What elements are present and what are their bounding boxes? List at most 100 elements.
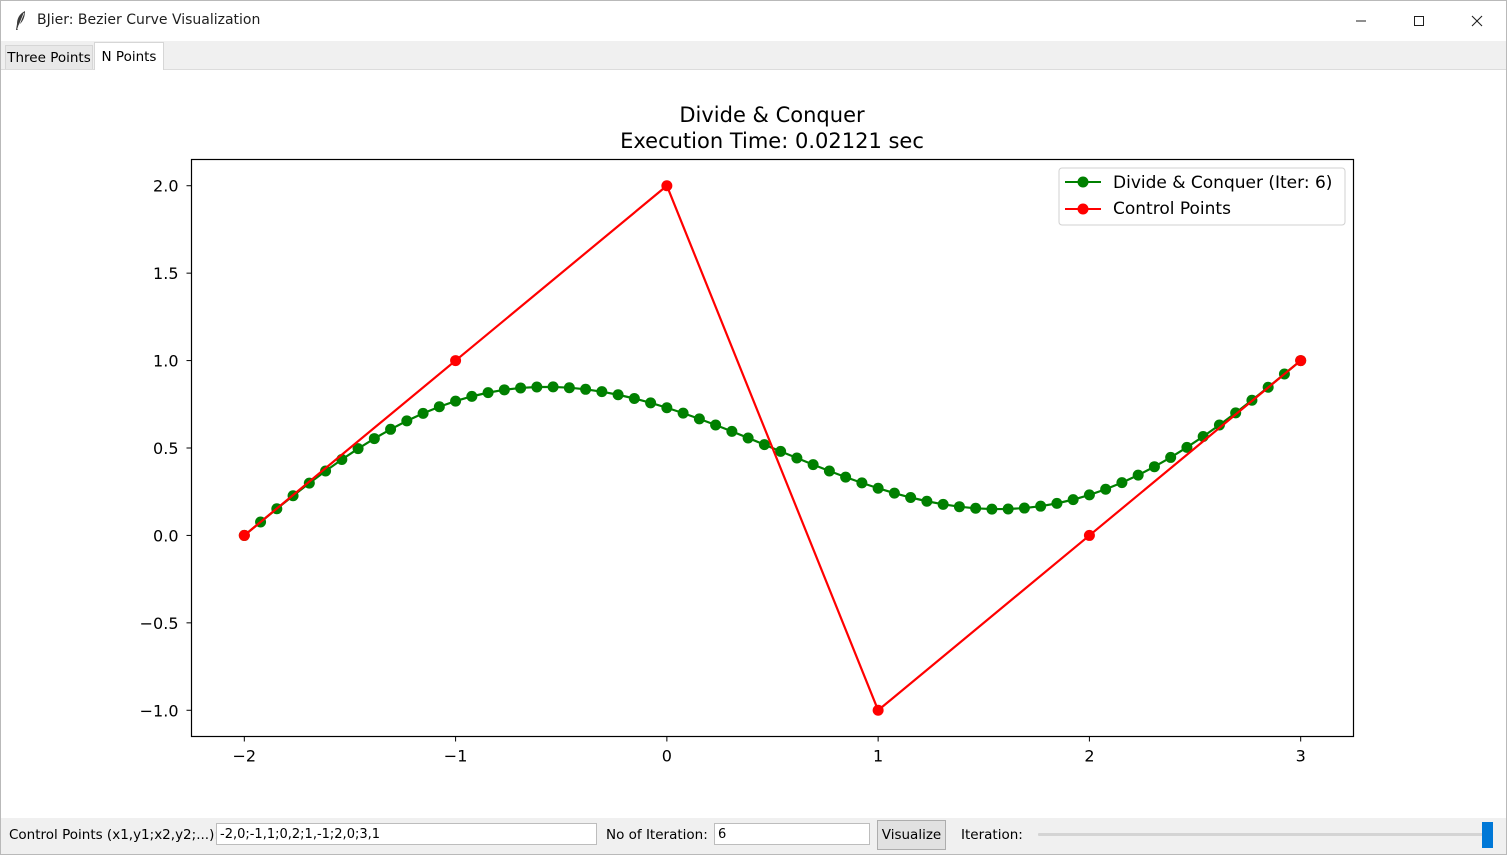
curve-point xyxy=(320,465,332,477)
curve-point xyxy=(693,413,705,425)
curve-point xyxy=(970,502,982,514)
legend-control-marker xyxy=(1077,203,1089,215)
curve-point xyxy=(466,390,478,402)
x-axis: −2 −1 0 1 2 3 xyxy=(233,736,1306,766)
curve-point xyxy=(563,382,575,394)
curve-point xyxy=(1018,502,1030,514)
control-point-marker xyxy=(450,355,462,367)
x-tick-label: −2 xyxy=(233,747,257,766)
curve-point xyxy=(498,384,510,396)
maximize-icon xyxy=(1414,16,1424,26)
curve-point xyxy=(385,423,397,435)
curve-point xyxy=(742,432,754,444)
y-tick-label: 1.5 xyxy=(153,264,178,283)
curve-point xyxy=(1213,419,1225,431)
minimize-icon xyxy=(1356,20,1366,22)
iterations-label: No of Iteration: xyxy=(606,827,708,843)
y-tick-label: 0.0 xyxy=(153,526,178,545)
x-tick-label: 0 xyxy=(662,747,672,766)
legend-curve-label: Divide & Conquer (Iter: 6) xyxy=(1113,173,1332,193)
curve-point xyxy=(531,381,543,393)
curve-point xyxy=(677,407,689,419)
curve-point xyxy=(596,386,608,398)
curve-point xyxy=(401,415,413,427)
curve-point xyxy=(888,487,900,499)
window-title: BJier: Bezier Curve Visualization xyxy=(37,12,261,28)
control-point-marker xyxy=(661,180,673,192)
iteration-slider-label: Iteration: xyxy=(961,827,1023,843)
curve-point xyxy=(937,498,949,510)
visualize-button[interactable]: Visualize xyxy=(877,820,946,850)
iteration-slider-track[interactable] xyxy=(1038,833,1483,836)
curve-point xyxy=(840,471,852,483)
y-tick-label: 0.5 xyxy=(153,439,178,458)
curve-point xyxy=(515,382,527,394)
curve-point xyxy=(368,433,380,445)
curve-point xyxy=(775,445,787,457)
iterations-input[interactable] xyxy=(714,823,870,845)
curve-point xyxy=(433,401,445,413)
curve-point xyxy=(1083,489,1095,501)
chart-title: Divide & Conquer xyxy=(679,103,865,127)
curve-point xyxy=(921,495,933,507)
curve-point xyxy=(807,459,819,471)
legend-box xyxy=(1058,167,1346,226)
y-tick-label: 1.0 xyxy=(153,352,178,371)
control-point-marker xyxy=(1083,529,1095,541)
legend-curve-marker xyxy=(1077,176,1089,188)
x-tick-label: 1 xyxy=(873,747,883,766)
maximize-button[interactable] xyxy=(1390,1,1448,41)
curve-point xyxy=(547,381,559,393)
x-tick-label: −1 xyxy=(444,747,468,766)
legend: Divide & Conquer (Iter: 6) Control Point… xyxy=(1058,167,1346,226)
curve-point xyxy=(905,492,917,504)
curve-point xyxy=(645,397,657,409)
curve-point xyxy=(953,501,965,513)
control-points-label: Control Points (x1,y1;x2,y2;...): xyxy=(9,827,219,843)
curve-point xyxy=(1116,477,1128,489)
curve-point xyxy=(1148,461,1160,473)
chart-subtitle: Execution Time: 0.02121 sec xyxy=(620,129,924,153)
curve-point xyxy=(1132,469,1144,481)
control-polygon-line xyxy=(243,183,1302,713)
tab-n-points[interactable]: N Points xyxy=(94,42,164,70)
control-point-marker xyxy=(1295,355,1307,367)
curve-point xyxy=(986,503,998,515)
y-tick-label: −1.0 xyxy=(140,701,179,720)
curve-point xyxy=(661,402,673,414)
control-point-marker xyxy=(238,529,250,541)
curve-point xyxy=(791,452,803,464)
curve-point xyxy=(352,443,364,455)
bezier-chart: Divide & Conquer Execution Time: 0.02121… xyxy=(140,103,1355,766)
control-points-input[interactable] xyxy=(216,823,597,845)
tab-bar: Three Points N Points xyxy=(1,41,1506,70)
curve-point xyxy=(1181,441,1193,453)
plot-area: Divide & Conquer Execution Time: 0.02121… xyxy=(1,70,1506,818)
curve-point xyxy=(1051,497,1063,509)
feather-icon xyxy=(16,11,25,30)
title-bar: BJier: Bezier Curve Visualization xyxy=(1,1,1506,41)
curve-point xyxy=(628,392,640,404)
control-bar: Control Points (x1,y1;x2,y2;...): No of … xyxy=(1,818,1506,854)
close-icon xyxy=(1471,15,1483,27)
y-tick-label: 2.0 xyxy=(153,177,178,196)
curve-point xyxy=(1002,503,1014,515)
curve-point xyxy=(482,387,494,399)
control-points-series xyxy=(238,180,1307,716)
close-button[interactable] xyxy=(1448,1,1506,41)
curve-point xyxy=(872,482,884,494)
curve-point xyxy=(1035,500,1047,512)
minimize-button[interactable] xyxy=(1332,1,1390,41)
curve-point xyxy=(417,407,429,419)
curve-point xyxy=(1100,483,1112,495)
tab-three-points[interactable]: Three Points xyxy=(5,45,93,69)
y-axis: −1.0 −0.5 0.0 0.5 1.0 1.5 2.0 xyxy=(140,177,192,720)
x-tick-label: 3 xyxy=(1296,747,1306,766)
x-tick-label: 2 xyxy=(1084,747,1094,766)
control-point-marker xyxy=(872,704,884,716)
curve-point xyxy=(823,465,835,477)
iteration-slider-thumb[interactable] xyxy=(1482,822,1493,848)
curve-point xyxy=(580,383,592,395)
curve-point xyxy=(710,419,722,431)
